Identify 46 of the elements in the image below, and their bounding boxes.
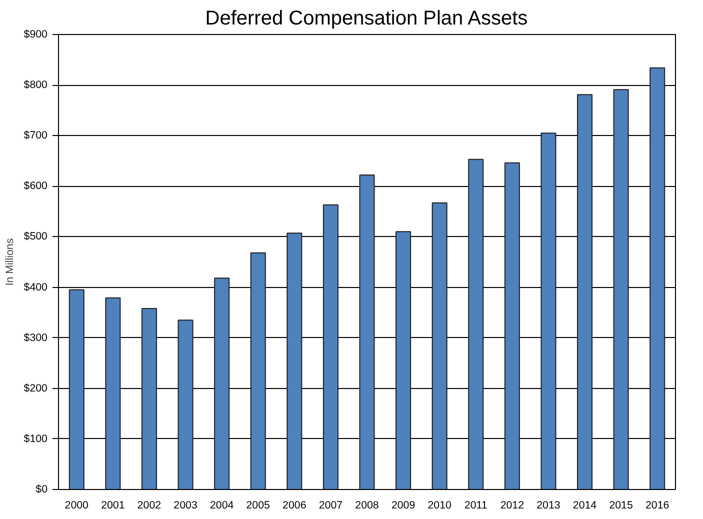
y-tick-label: $500 xyxy=(24,230,48,243)
x-tick-label: 2002 xyxy=(137,500,162,512)
x-tick-label: 2001 xyxy=(101,500,125,512)
bar xyxy=(540,132,556,490)
y-tick-label: $300 xyxy=(24,332,48,344)
y-tick-label: $700 xyxy=(24,130,48,142)
bar xyxy=(105,297,121,490)
x-tick-label: 2011 xyxy=(464,500,488,512)
y-axis-title: In Millions xyxy=(4,238,16,286)
bar xyxy=(359,174,375,490)
x-tick-label: 2000 xyxy=(64,500,89,512)
y-tick-label: $400 xyxy=(24,281,48,294)
y-tick-label: $0 xyxy=(36,484,48,496)
bar xyxy=(141,308,157,490)
bar xyxy=(286,232,302,490)
bar xyxy=(650,67,666,490)
x-tick-label: 2005 xyxy=(246,500,270,512)
bar xyxy=(396,231,412,490)
x-tick-label: 2016 xyxy=(646,500,670,512)
bar xyxy=(214,278,230,490)
bar xyxy=(68,289,84,490)
x-tick-label: 2012 xyxy=(500,500,524,512)
y-tick-label: $600 xyxy=(24,180,48,192)
x-tick-label: 2009 xyxy=(391,500,416,512)
bar xyxy=(613,89,629,490)
y-tick-label: $200 xyxy=(24,382,48,394)
x-tick-label: 2003 xyxy=(174,500,198,512)
chart-title: Deferred Compensation Plan Assets xyxy=(205,8,528,30)
bar xyxy=(432,202,448,490)
x-tick-label: 2010 xyxy=(428,500,452,512)
bar xyxy=(577,94,593,490)
bar xyxy=(322,204,338,490)
y-tick-label: $800 xyxy=(24,79,48,92)
bar xyxy=(504,162,520,490)
bar xyxy=(250,252,266,490)
x-tick-label: 2015 xyxy=(609,500,633,512)
x-tick-label: 2013 xyxy=(536,500,560,512)
bar xyxy=(178,320,194,490)
x-tick-label: 2007 xyxy=(318,500,343,512)
x-tick-label: 2006 xyxy=(282,500,306,512)
y-tick-label: $900 xyxy=(24,28,48,40)
x-tick-label: 2014 xyxy=(572,500,597,512)
x-tick-label: 2004 xyxy=(210,500,234,512)
y-tick-label: $100 xyxy=(24,432,48,445)
bar xyxy=(468,158,484,490)
x-tick-label: 2008 xyxy=(355,500,379,512)
